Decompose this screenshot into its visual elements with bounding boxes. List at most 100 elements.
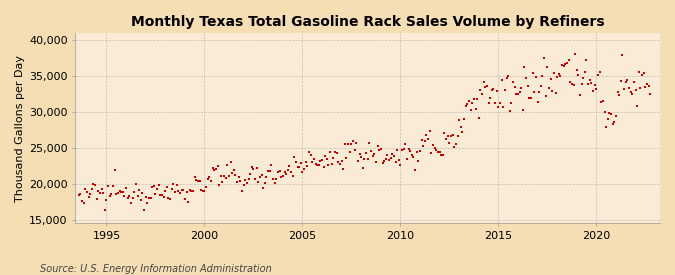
- Point: [204, 175, 215, 179]
- Point: [308, 156, 319, 161]
- Point: [173, 189, 184, 194]
- Point: [98, 191, 109, 195]
- Point: [375, 147, 386, 152]
- Point: [124, 194, 135, 198]
- Point: [266, 163, 277, 167]
- Point: [106, 192, 117, 196]
- Point: [219, 174, 230, 178]
- Point: [90, 183, 101, 187]
- Point: [290, 160, 301, 165]
- Point: [414, 148, 425, 153]
- Point: [619, 87, 630, 91]
- Point: [183, 200, 194, 204]
- Point: [259, 181, 270, 185]
- Point: [477, 92, 487, 97]
- Point: [627, 92, 638, 97]
- Point: [191, 178, 202, 182]
- Point: [343, 141, 354, 146]
- Point: [152, 187, 163, 191]
- Point: [557, 63, 568, 68]
- Point: [459, 116, 470, 121]
- Point: [169, 190, 180, 194]
- Point: [362, 156, 373, 161]
- Point: [86, 187, 97, 191]
- Point: [240, 178, 250, 182]
- Point: [625, 90, 636, 94]
- Point: [601, 125, 612, 130]
- Point: [566, 82, 577, 86]
- Point: [113, 191, 124, 196]
- Point: [421, 133, 432, 138]
- Point: [473, 116, 484, 120]
- Point: [389, 154, 400, 158]
- Point: [581, 58, 592, 62]
- Point: [335, 161, 346, 166]
- Point: [570, 52, 580, 56]
- Point: [127, 196, 138, 200]
- Point: [565, 80, 576, 84]
- Point: [483, 100, 494, 105]
- Point: [568, 82, 579, 87]
- Point: [573, 73, 584, 78]
- Point: [481, 83, 492, 88]
- Point: [223, 174, 234, 178]
- Point: [436, 153, 447, 157]
- Point: [520, 76, 531, 81]
- Point: [82, 189, 92, 194]
- Point: [448, 132, 458, 137]
- Point: [358, 166, 369, 170]
- Point: [74, 193, 84, 198]
- Point: [76, 199, 87, 204]
- Point: [222, 163, 233, 167]
- Point: [433, 150, 443, 154]
- Point: [253, 180, 264, 184]
- Point: [586, 81, 597, 85]
- Point: [532, 100, 543, 104]
- Point: [340, 142, 350, 147]
- Point: [282, 168, 293, 173]
- Point: [540, 94, 551, 98]
- Point: [103, 184, 113, 188]
- Point: [287, 174, 298, 178]
- Point: [394, 158, 404, 163]
- Point: [387, 152, 398, 156]
- Point: [572, 68, 583, 72]
- Point: [380, 157, 391, 162]
- Point: [531, 75, 541, 79]
- Point: [640, 85, 651, 89]
- Point: [284, 164, 295, 169]
- Point: [351, 141, 362, 146]
- Point: [529, 89, 540, 94]
- Point: [99, 208, 110, 212]
- Point: [643, 83, 654, 88]
- Point: [109, 167, 120, 172]
- Point: [237, 189, 248, 193]
- Point: [315, 159, 326, 163]
- Point: [628, 80, 639, 84]
- Point: [321, 157, 332, 161]
- Point: [460, 104, 471, 108]
- Point: [281, 172, 292, 176]
- Point: [452, 134, 463, 138]
- Point: [555, 74, 566, 78]
- Point: [114, 189, 125, 194]
- Point: [562, 61, 572, 65]
- Point: [329, 150, 340, 154]
- Point: [596, 100, 607, 104]
- Point: [390, 160, 401, 164]
- Point: [344, 149, 355, 154]
- Point: [457, 130, 468, 134]
- Point: [230, 173, 241, 177]
- Point: [111, 192, 122, 197]
- Point: [354, 151, 365, 156]
- Point: [331, 151, 342, 155]
- Point: [398, 147, 409, 152]
- Point: [188, 189, 198, 193]
- Point: [263, 169, 273, 173]
- Point: [416, 138, 427, 142]
- Point: [84, 192, 95, 196]
- Point: [591, 87, 602, 92]
- Point: [392, 147, 402, 152]
- Point: [327, 162, 338, 166]
- Point: [506, 101, 517, 105]
